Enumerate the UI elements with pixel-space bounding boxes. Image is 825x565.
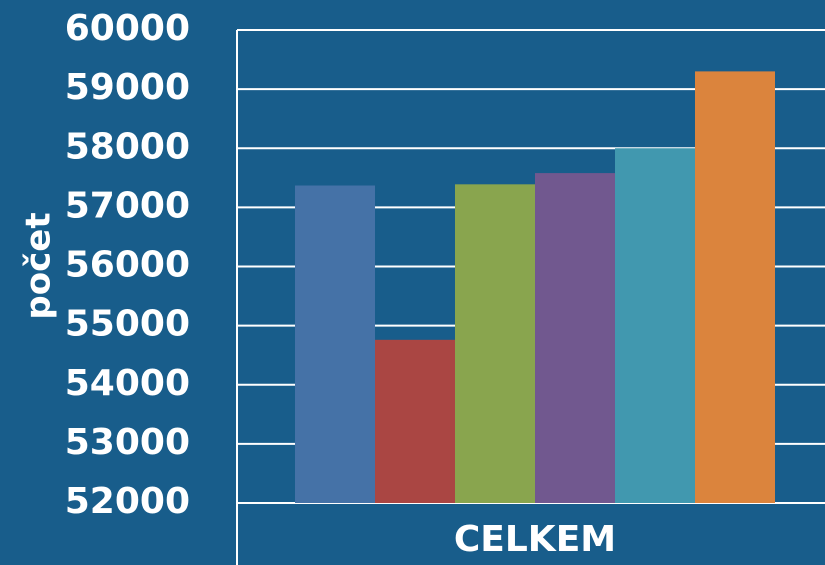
y-axis-label: počet [19,212,59,319]
x-tick-label: CELKEM [454,519,616,560]
y-tick-label: 55000 [65,304,190,345]
bar [535,173,615,503]
y-tick-label: 52000 [65,481,190,522]
bar [375,339,455,503]
bar [615,148,695,503]
y-tick-label: 58000 [65,126,190,167]
y-tick-label: 54000 [65,363,190,404]
y-tick-label: 60000 [65,8,190,49]
y-tick-label: 59000 [65,67,190,108]
y-tick-label: 57000 [65,185,190,226]
bar [695,71,775,503]
y-tick-label: 53000 [65,422,190,463]
y-tick-label: 56000 [65,245,190,286]
bar [455,184,535,503]
bar [295,185,375,503]
